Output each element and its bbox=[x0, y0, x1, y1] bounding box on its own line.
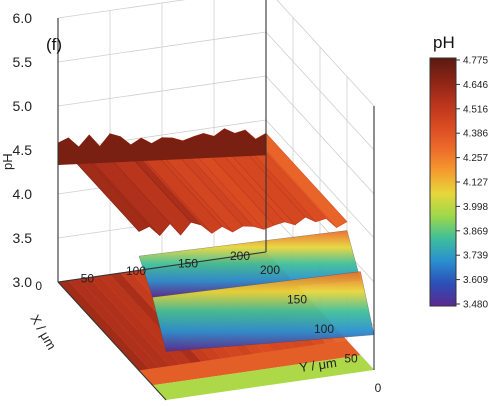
y-tick-label: 200 bbox=[260, 263, 280, 277]
y-tick-label: 150 bbox=[287, 293, 307, 307]
colorbar-tick-label: 4.257 bbox=[463, 153, 488, 164]
x-tick-label: 50 bbox=[81, 272, 95, 286]
panel-label: (f) bbox=[46, 35, 62, 54]
colorbar-tick-label: 3.480 bbox=[463, 300, 488, 311]
colorbar-tick-label: 3.609 bbox=[463, 275, 488, 286]
colorbar-tick-label: 3.739 bbox=[463, 251, 488, 262]
x-tick-label: 100 bbox=[126, 264, 146, 278]
z-tick-label: 4.0 bbox=[13, 186, 33, 202]
z-tick-label: 5.0 bbox=[13, 98, 33, 114]
colorbar: pH 4.775 4.646 4.516 4.386 4.257 4.127 3.998 3.… bbox=[429, 33, 488, 311]
tick-labels: 3.0 3.5 4.0 4.5 5.0 5.5 6.0 0 50 100 150 200 200 150 1… bbox=[13, 10, 382, 395]
colorbar-tick-label: 4.775 bbox=[463, 56, 488, 67]
colorbar-tick-label: 4.646 bbox=[463, 80, 488, 91]
colorbar-tick-label: 3.869 bbox=[463, 226, 488, 237]
axis-frame bbox=[57, 0, 375, 401]
colorbar-tick-label: 4.127 bbox=[463, 178, 488, 189]
x-tick-label: 150 bbox=[178, 257, 198, 271]
surface-ridge bbox=[255, 132, 348, 228]
z-tick-label: 5.5 bbox=[13, 54, 33, 70]
z-tick-label: 3.5 bbox=[13, 230, 33, 246]
colorbar-title: pH bbox=[433, 33, 455, 52]
z-tick-label: 3.0 bbox=[13, 274, 33, 290]
y-axis-label: Y / μm bbox=[298, 355, 337, 375]
floor-edge-strip bbox=[152, 355, 374, 400]
colorbar-tick-label: 3.998 bbox=[463, 202, 488, 213]
floor-edge-strip bbox=[139, 340, 361, 386]
z-tick-label: 4.5 bbox=[13, 142, 33, 158]
colorbar-tick-label: 4.386 bbox=[463, 129, 488, 140]
y-tick-label: 50 bbox=[344, 352, 358, 366]
ph-surface bbox=[57, 128, 375, 352]
x-tick-label: 0 bbox=[35, 279, 42, 293]
y-tick-label: 0 bbox=[375, 381, 382, 395]
x-axis-label: X / μm bbox=[27, 312, 59, 352]
colorbar-tick-label: 4.516 bbox=[463, 104, 488, 115]
colorbar-ticks: 4.775 4.646 4.516 4.386 4.257 4.127 3.998 3.869… bbox=[456, 56, 488, 311]
colorbar-gradient bbox=[429, 57, 457, 307]
axis-line bbox=[57, 251, 267, 283]
y-tick-label: 100 bbox=[314, 322, 334, 336]
axis-line bbox=[57, 281, 167, 401]
surface-side-face bbox=[58, 128, 266, 165]
z-tick-label: 6.0 bbox=[13, 10, 33, 26]
x-tick-label: 200 bbox=[230, 249, 250, 263]
z-axis-label: pH bbox=[0, 153, 15, 170]
